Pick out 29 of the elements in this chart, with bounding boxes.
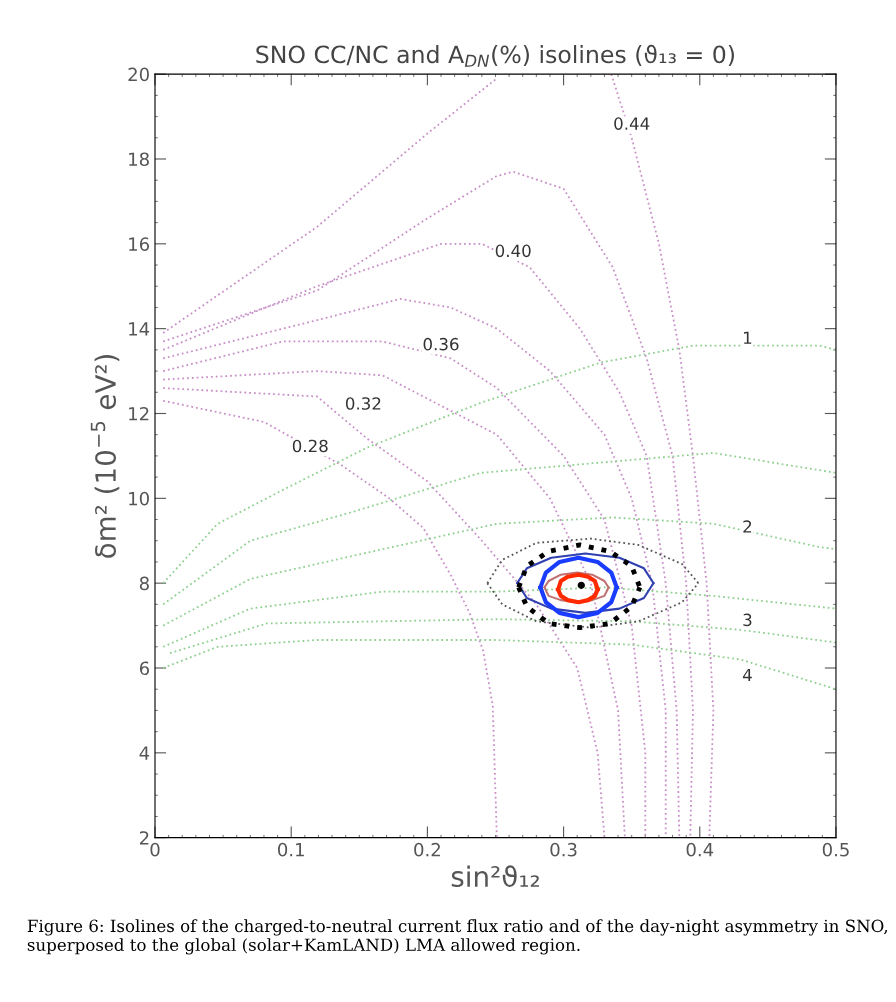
y-tick-label: 18: [129, 152, 149, 167]
x-tick-label: 0.2: [414, 842, 440, 857]
x-tick-label: 0.3: [550, 842, 577, 857]
annotation: 0.44: [614, 117, 650, 130]
annotation: 2: [743, 520, 752, 533]
y-tick-label: 12: [129, 406, 149, 421]
y-tick-label: 6: [139, 661, 150, 676]
y-tick-label: 20: [128, 67, 149, 82]
chart-title: SNO CC/NC and A$_{DN}$(%) isolines (ϑ₁₃ = 0): [256, 44, 734, 67]
y-tick-label: 16: [129, 237, 150, 251]
y-tick-label: 2: [139, 831, 149, 845]
annotation: 4: [742, 668, 752, 682]
x-axis-title: sin²ϑ₁₂: [451, 865, 539, 888]
annotation: 0.40: [495, 244, 531, 258]
x-tick-label: 0.1: [278, 842, 304, 857]
y-tick-label: 8: [139, 576, 149, 591]
annotation: 1: [743, 331, 752, 344]
x-tick-label: 0.4: [686, 842, 714, 857]
x-tick-label: 0.5: [822, 842, 849, 857]
y-tick-label: 10: [129, 491, 149, 506]
annotation: 3: [743, 613, 752, 627]
annotation: 0.28: [292, 439, 328, 453]
caption: Figure 6: Isolines of the charged-to-neutral current flux ratio and of the day-night asymmetry in SNO, superposed to the global (solar+KamLAND) LMA allowed region.: [27, 919, 888, 955]
y-tick-label: 4: [139, 746, 150, 760]
x-tick-label: 0: [150, 842, 160, 857]
y-tick-label: 14: [129, 322, 150, 336]
annotation: 0.36: [423, 337, 459, 351]
y-axis-title: δm² (10$^{−5}$ eV²): [90, 354, 120, 558]
annotation: 0.32: [345, 397, 381, 410]
